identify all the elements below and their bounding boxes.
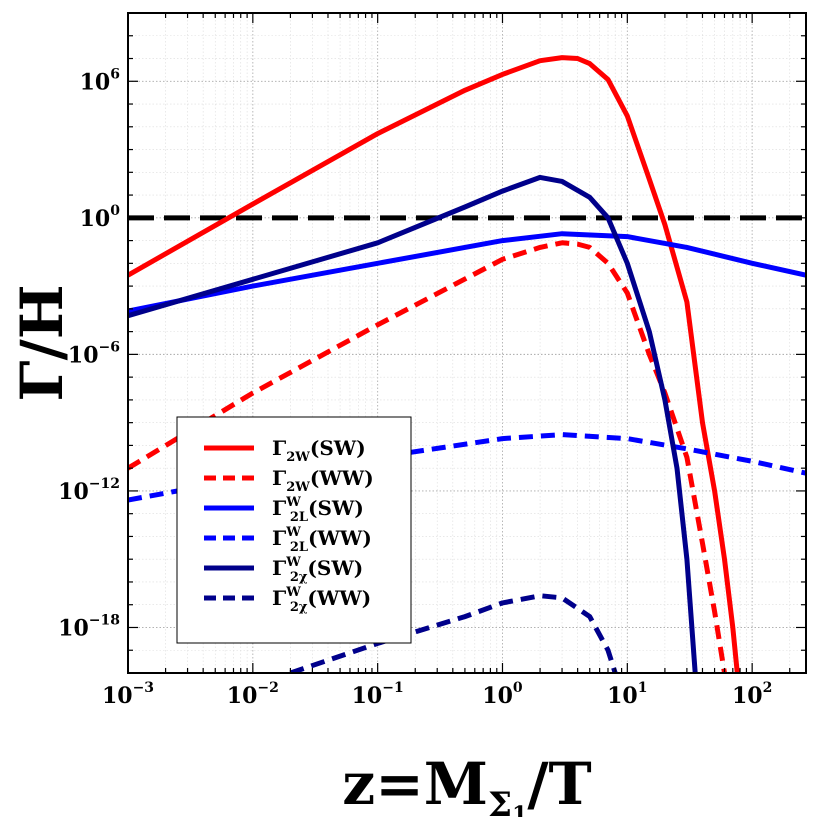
y-tick-exponent: −18 [89,612,120,628]
legend-label-sup: W [285,525,301,540]
x-tick-exponent: 2 [763,680,773,696]
legend-label-tail: (WW) [308,526,372,550]
x-tick-base: 10 [227,683,258,709]
legend-label-2: Γ2W(WW) [272,466,374,495]
y-tick-exponent: 0 [110,203,120,219]
legend-label-1: Γ2W(SW) [272,436,366,465]
legend-label-3: ΓW 2L(SW) [272,495,364,525]
legend-label-sup: W [285,555,301,570]
y-tick-exponent: −12 [89,476,120,492]
plot-frame [127,12,807,674]
x-tick-exponent: −3 [133,680,154,696]
legend-label-main: Γ [272,586,286,610]
x-axis-title-main: z=M [342,750,488,817]
legend-label-main: Γ [272,526,286,550]
legend-label-sub: 2χ [290,600,308,615]
x-axis-title-tail: /T [527,750,591,817]
series-line-1 [128,55,740,673]
x-tick-exponent: −2 [257,680,278,696]
y-tick-base: 10 [68,342,99,368]
x-tick-label: 100 [482,680,523,709]
legend-label-6: ΓW 2χ(WW) [272,585,371,615]
y-tick-base: 10 [58,615,89,641]
legend-label-sub: 2χ [290,570,308,585]
legend-label-sub: 2L [290,510,308,525]
legend-label-main: Γ [272,436,286,460]
series-line-2 [128,240,727,673]
legend-label-tail: (SW) [308,496,364,520]
legend-label-sup: W [285,585,301,600]
legend-label-sub: 2W [286,450,310,465]
x-tick-label: 102 [732,680,772,709]
y-tick-base: 10 [58,479,89,505]
legend-label-sub: 2L [290,540,308,555]
series-line-3 [128,231,806,314]
legend-label-main: Γ [272,466,286,490]
x-tick-base: 10 [352,683,383,709]
legend-label-tail: (SW) [307,556,363,580]
legend-label-tail: (SW) [310,436,366,460]
x-axis-title-subsub: 1 [512,802,527,817]
ticks: 10−3 10−2 10−1 100 101 10210−1810−1210−610010… [58,12,806,709]
x-tick-base: 10 [732,683,763,709]
y-tick-label: 10−6 [68,339,120,368]
legend-label-5: ΓW 2χ(SW) [272,555,363,585]
series-line-5 [128,174,698,673]
legend-label-sup: W [285,495,301,510]
x-tick-base: 10 [102,683,133,709]
y-tick-exponent: 6 [110,66,120,82]
legend-label-main: Γ [272,556,286,580]
legend-label-4: ΓW 2L(WW) [272,525,372,555]
x-tick-exponent: 0 [513,680,523,696]
y-tick-label: 10−12 [58,476,120,505]
legend-box [176,416,412,644]
y-axis-title: Γ/H [8,284,76,401]
legend-label-tail: (WW) [310,466,374,490]
legend-label-tail: (WW) [307,586,371,610]
y-tick-exponent: −6 [99,339,120,355]
legend: Γ2W(SW)Γ2W(WW)ΓW 2L(SW)ΓW 2L(WW)ΓW 2χ(SW)ΓW… [176,416,412,644]
x-tick-exponent: 1 [638,680,648,696]
x-tick-label: 101 [607,680,647,709]
x-tick-exponent: −1 [382,680,403,696]
legend-label-sub: 2W [286,480,310,495]
x-tick-label: 10−2 [227,680,279,709]
legend-label-main: Γ [272,496,286,520]
y-tick-label: 100 [80,203,121,232]
x-tick-base: 10 [482,683,513,709]
y-tick-label: 106 [80,66,120,95]
x-tick-base: 10 [607,683,638,709]
x-axis-title: z=MΣ1/T [342,750,591,817]
x-axis-title-sub: Σ [488,785,512,817]
y-tick-label: 10−18 [58,612,120,641]
y-tick-base: 10 [80,206,111,232]
x-tick-label: 10−3 [102,680,154,709]
x-tick-label: 10−1 [352,680,404,709]
y-tick-base: 10 [80,69,111,95]
